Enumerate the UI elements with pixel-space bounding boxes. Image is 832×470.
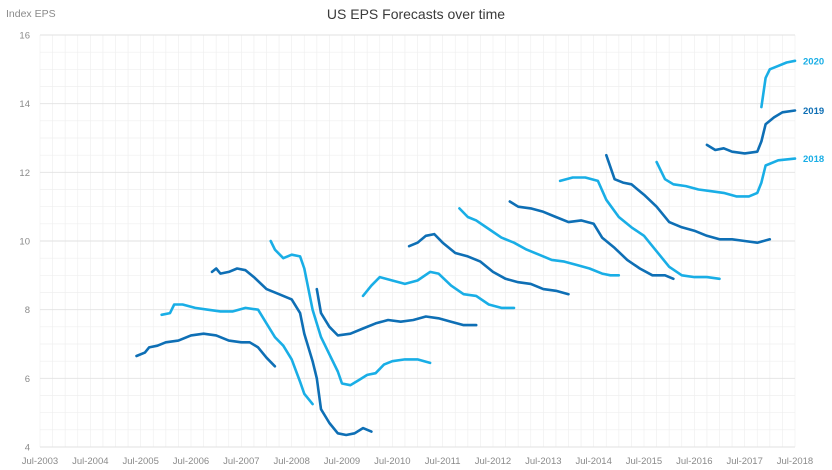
- forecast-series-line: [269, 239, 432, 387]
- forecast-series-line: [135, 332, 277, 368]
- x-tick-label: Jul-2011: [425, 456, 461, 467]
- y-tick-label: 6: [25, 374, 30, 385]
- forecast-series-line: [508, 200, 675, 281]
- plot-area: [135, 59, 797, 437]
- x-tick-label: Jul-2007: [223, 456, 259, 467]
- y-tick-label: 4: [25, 443, 30, 454]
- x-tick-label: Jul-2014: [575, 456, 611, 467]
- x-tick-label: Jul-2005: [122, 456, 158, 467]
- forecast-series-line: [558, 176, 721, 281]
- x-tick-label: Jul-2003: [22, 456, 58, 467]
- x-tick-label: Jul-2016: [676, 456, 712, 467]
- x-tick-label: Jul-2006: [173, 456, 209, 467]
- forecast-series-line: [705, 109, 797, 155]
- grid: [39, 34, 796, 448]
- series-end-label: 2018: [803, 154, 824, 165]
- forecast-series-line: [361, 270, 516, 310]
- forecast-series-line: [458, 207, 621, 277]
- forecast-series-line: [655, 157, 797, 198]
- forecast-series-line: [605, 153, 772, 244]
- x-tick-label: Jul-2010: [374, 456, 410, 467]
- x-tick-label: Jul-2013: [525, 456, 561, 467]
- x-tick-label: Jul-2017: [726, 456, 762, 467]
- forecast-series-line: [210, 267, 373, 437]
- x-tick-label: Jul-2009: [324, 456, 360, 467]
- y-tick-label: 8: [25, 305, 30, 316]
- y-tick-label: 14: [19, 99, 30, 110]
- forecast-series-line: [407, 232, 570, 296]
- x-axis: Jul-2003 Jul-2004 Jul-2005 Jul-2006 Jul-2007…: [22, 456, 813, 467]
- forecast-series-line: [160, 303, 314, 406]
- y-tick-label: 10: [19, 237, 30, 248]
- forecast-series-line: [760, 59, 797, 109]
- y-tick-label: 12: [19, 168, 30, 179]
- series-end-label: 2019: [803, 106, 824, 117]
- x-tick-label: Jul-2008: [273, 456, 309, 467]
- y-tick-label: 16: [19, 31, 30, 42]
- y-axis-title: Index EPS: [6, 8, 56, 20]
- x-tick-label: Jul-2018: [777, 456, 813, 467]
- series-end-label: 2020: [803, 56, 824, 67]
- x-tick-label: Jul-2004: [72, 456, 108, 467]
- chart-title: US EPS Forecasts over time: [327, 6, 505, 22]
- forecast-series-line: [315, 287, 478, 337]
- x-tick-label: Jul-2015: [626, 456, 662, 467]
- end-labels: 2020 2019 2018: [803, 56, 824, 165]
- x-tick-label: Jul-2012: [475, 456, 511, 467]
- y-axis: 4 6 8 10 12 14 16: [19, 31, 30, 454]
